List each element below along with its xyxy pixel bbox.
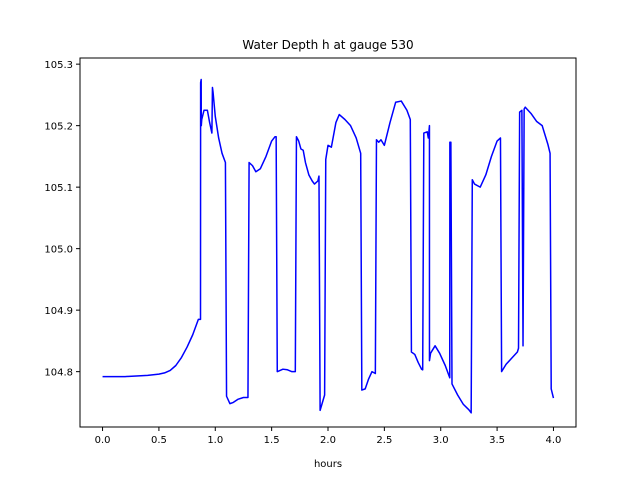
- x-axis-label: hours: [314, 459, 342, 470]
- y-tick-label: 104.8: [44, 368, 73, 379]
- y-tick-label: 105.2: [44, 122, 73, 133]
- series-layer: [102, 78, 555, 414]
- y-tick-label: 105.3: [44, 60, 73, 71]
- series-line-0: [102, 78, 555, 414]
- x-tick-label: 1.5: [264, 435, 280, 446]
- x-tick-label: 3.0: [433, 435, 449, 446]
- x-tick-label: 2.0: [320, 435, 336, 446]
- x-tick-label: 4.0: [546, 435, 562, 446]
- x-tick-label: 0.0: [95, 435, 111, 446]
- x-tick-label: 3.5: [489, 435, 505, 446]
- y-tick-label: 104.9: [44, 306, 73, 317]
- x-tick-label: 1.0: [207, 435, 223, 446]
- x-axis: 0.0 0.5 1.0 1.5 2.0 2.5 3.0 3.5 4.0: [95, 427, 562, 446]
- y-tick-label: 105.1: [44, 183, 73, 194]
- y-tick-label: 105.0: [44, 245, 73, 256]
- x-tick-label: 2.5: [376, 435, 392, 446]
- plot-area-background: [80, 58, 576, 427]
- chart-title: Water Depth h at gauge 530: [242, 38, 413, 52]
- y-axis: 104.8 104.9 105.0 105.1 105.2 105.3: [44, 60, 80, 379]
- x-tick-label: 0.5: [151, 435, 167, 446]
